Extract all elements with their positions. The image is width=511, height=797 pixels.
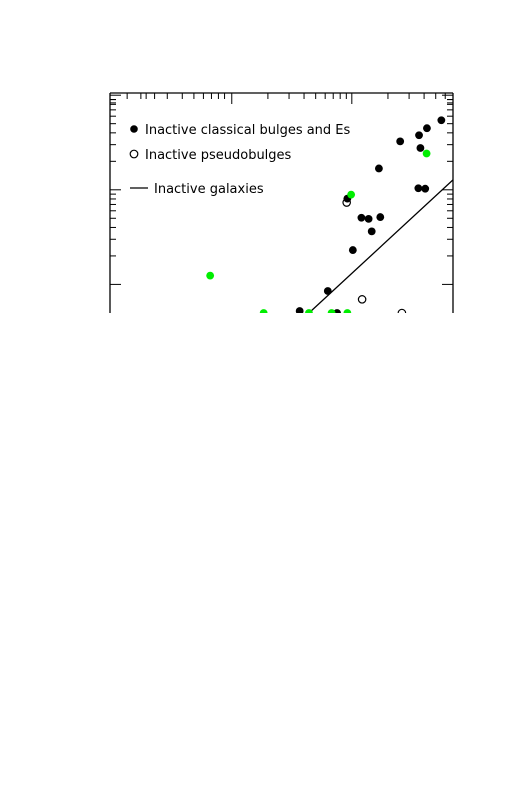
plot-axes [109, 92, 454, 313]
green-point [305, 309, 313, 313]
classical-bulge-point [295, 307, 304, 313]
data-points [206, 116, 446, 313]
classical-bulge-point [396, 137, 405, 146]
legend-label-inactive-galaxies: Inactive galaxies [154, 182, 264, 197]
green-point [422, 149, 431, 158]
green-point [343, 309, 352, 313]
legend: Inactive classical bulges and Es Inactiv… [129, 123, 351, 197]
classical-bulge-point [376, 213, 385, 221]
classical-bulge-point [375, 164, 383, 173]
legend-filled-circle-marker [130, 125, 138, 133]
green-point [206, 271, 215, 280]
legend-label-pseudobulges: Inactive pseudobulges [145, 148, 292, 163]
classical-bulge-point [421, 184, 430, 193]
green-point [259, 309, 268, 313]
legend-open-circle-marker [129, 149, 139, 159]
classical-bulge-point [437, 116, 446, 125]
classical-bulge-point [414, 184, 423, 193]
classical-bulge-point [367, 227, 376, 236]
legend-label-classical-bulges: Inactive classical bulges and Es [145, 123, 351, 138]
classical-bulge-point [364, 214, 373, 223]
pseudobulge-point [342, 198, 351, 207]
classical-bulge-point [357, 213, 366, 222]
pseudobulge-point [357, 295, 367, 304]
classical-bulge-point [423, 124, 431, 133]
green-point [347, 190, 356, 199]
classical-bulge-point [348, 246, 357, 254]
fit-line-inactive-galaxies [308, 179, 453, 313]
pseudobulge-point [397, 308, 407, 313]
green-point [327, 309, 336, 313]
classical-bulge-point [416, 144, 425, 152]
fit-line-group [308, 179, 453, 313]
classical-bulge-point [323, 287, 332, 295]
classical-bulge-point [415, 131, 423, 140]
